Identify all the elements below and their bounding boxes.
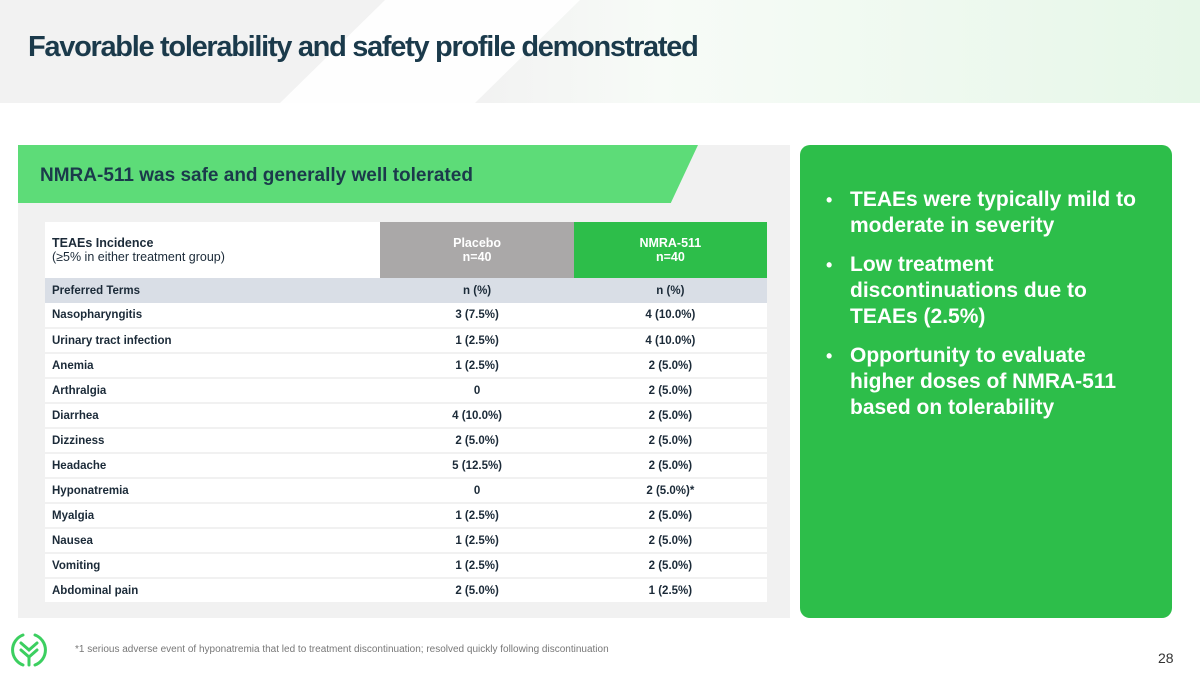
table-row: Headache 5 (12.5%) 2 (5.0%) bbox=[45, 453, 767, 479]
placebo-cell: 1 (2.5%) bbox=[380, 553, 574, 579]
table-row: Anemia 1 (2.5%) 2 (5.0%) bbox=[45, 353, 767, 379]
header-sublabel: (≥5% in either treatment group) bbox=[52, 250, 225, 264]
drug-cell: 2 (5.0%) bbox=[573, 453, 767, 479]
term-cell: Myalgia bbox=[45, 503, 381, 529]
table-row: Urinary tract infection 1 (2.5%) 4 (10.0%) bbox=[45, 328, 767, 354]
table-row: Diarrhea 4 (10.0%) 2 (5.0%) bbox=[45, 403, 767, 429]
table-row: Abdominal pain 2 (5.0%) 1 (2.5%) bbox=[45, 578, 767, 604]
subheader-placebo: n (%) bbox=[380, 278, 574, 303]
placebo-cell: 2 (5.0%) bbox=[380, 428, 574, 454]
header-drug: NMRA-511 n=40 bbox=[573, 222, 767, 278]
table-row: Vomiting 1 (2.5%) 2 (5.0%) bbox=[45, 553, 767, 579]
term-cell: Vomiting bbox=[45, 553, 381, 579]
footnote: *1 serious adverse event of hyponatremia… bbox=[75, 644, 609, 655]
table-header-row: TEAEs Incidence (≥5% in either treatment … bbox=[45, 222, 767, 278]
placebo-cell: 1 (2.5%) bbox=[380, 328, 574, 354]
term-cell: Arthralgia bbox=[45, 378, 381, 404]
drug-cell: 2 (5.0%) bbox=[573, 378, 767, 404]
company-logo-icon bbox=[11, 633, 47, 667]
drug-cell: 4 (10.0%) bbox=[573, 328, 767, 354]
drug-cell: 2 (5.0%) bbox=[573, 503, 767, 529]
term-cell: Anemia bbox=[45, 353, 381, 379]
bullet: Opportunity to evaluate higher doses of … bbox=[826, 343, 1142, 421]
header-placebo: Placebo n=40 bbox=[380, 222, 574, 278]
drug-cell: 2 (5.0%) bbox=[573, 353, 767, 379]
table-row: Dizziness 2 (5.0%) 2 (5.0%) bbox=[45, 428, 767, 454]
slide-title: Favorable tolerability and safety profil… bbox=[28, 31, 699, 63]
key-points-panel: TEAEs were typically mild to moderate in… bbox=[800, 145, 1172, 618]
subheader-row: Preferred Terms n (%) n (%) bbox=[45, 278, 767, 303]
placebo-n: n=40 bbox=[462, 250, 492, 264]
term-cell: Diarrhea bbox=[45, 403, 381, 429]
placebo-cell: 3 (7.5%) bbox=[380, 303, 574, 329]
placebo-label: Placebo bbox=[453, 236, 502, 250]
term-cell: Nasopharyngitis bbox=[45, 303, 381, 329]
header-title: TEAEs Incidence bbox=[52, 236, 154, 250]
term-cell: Abdominal pain bbox=[45, 578, 381, 604]
subheader-terms: Preferred Terms bbox=[45, 278, 381, 303]
term-cell: Hyponatremia bbox=[45, 478, 381, 504]
banner: NMRA-511 was safe and generally well tol… bbox=[18, 145, 698, 203]
placebo-cell: 0 bbox=[380, 478, 574, 504]
placebo-cell: 5 (12.5%) bbox=[380, 453, 574, 479]
drug-cell: 2 (5.0%) bbox=[573, 553, 767, 579]
placebo-cell: 4 (10.0%) bbox=[380, 403, 574, 429]
placebo-cell: 2 (5.0%) bbox=[380, 578, 574, 604]
drug-n: n=40 bbox=[655, 250, 685, 264]
subheader-drug: n (%) bbox=[573, 278, 767, 303]
table-row: Arthralgia 0 2 (5.0%) bbox=[45, 378, 767, 404]
teae-table: TEAEs Incidence (≥5% in either treatment … bbox=[45, 222, 767, 604]
table-row: Nausea 1 (2.5%) 2 (5.0%) bbox=[45, 528, 767, 554]
drug-cell: 2 (5.0%) bbox=[573, 428, 767, 454]
term-cell: Nausea bbox=[45, 528, 381, 554]
term-cell: Urinary tract infection bbox=[45, 328, 381, 354]
header-band bbox=[0, 0, 1200, 103]
bullet: Low treatment discontinuations due to TE… bbox=[826, 252, 1142, 330]
term-cell: Dizziness bbox=[45, 428, 381, 454]
placebo-cell: 1 (2.5%) bbox=[380, 503, 574, 529]
term-cell: Headache bbox=[45, 453, 381, 479]
drug-cell: 2 (5.0%) bbox=[573, 403, 767, 429]
page-number: 28 bbox=[1158, 650, 1174, 666]
drug-cell: 1 (2.5%) bbox=[573, 578, 767, 604]
bullet: TEAEs were typically mild to moderate in… bbox=[826, 187, 1142, 239]
table-row: Myalgia 1 (2.5%) 2 (5.0%) bbox=[45, 503, 767, 529]
banner-text: NMRA-511 was safe and generally well tol… bbox=[40, 165, 473, 186]
placebo-cell: 1 (2.5%) bbox=[380, 353, 574, 379]
placebo-cell: 1 (2.5%) bbox=[380, 528, 574, 554]
table-row: Hyponatremia 0 2 (5.0%)* bbox=[45, 478, 767, 504]
drug-cell: 2 (5.0%) bbox=[573, 528, 767, 554]
drug-cell: 2 (5.0%)* bbox=[573, 478, 767, 504]
table-row: Nasopharyngitis 3 (7.5%) 4 (10.0%) bbox=[45, 303, 767, 329]
drug-label: NMRA-511 bbox=[639, 236, 702, 250]
header-label: TEAEs Incidence (≥5% in either treatment … bbox=[45, 222, 381, 278]
placebo-cell: 0 bbox=[380, 378, 574, 404]
drug-cell: 4 (10.0%) bbox=[573, 303, 767, 329]
